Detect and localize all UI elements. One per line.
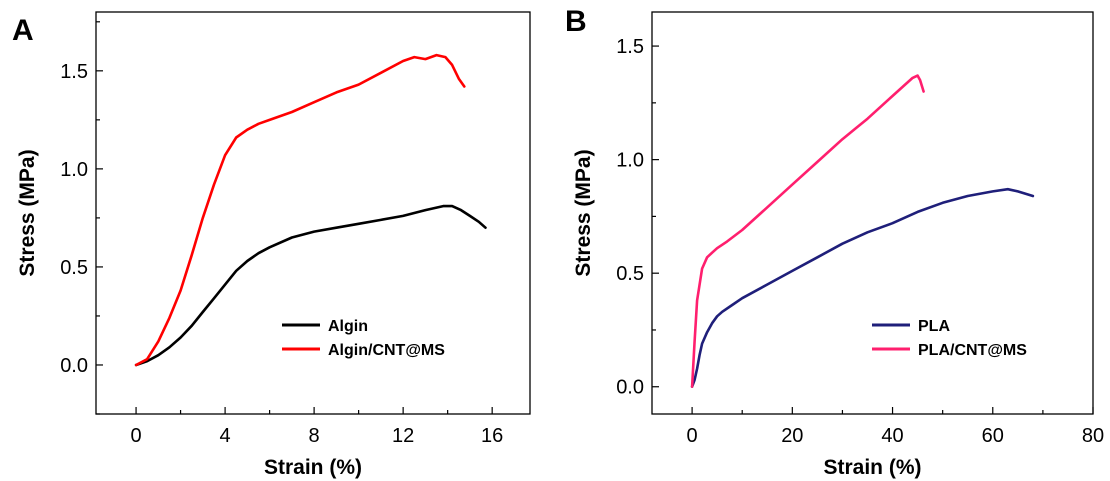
y-tick-label: 1.5 [616,36,644,58]
plot-frame [651,11,1094,415]
series-line-pla [690,187,1035,388]
legend: Algin Algin/CNT@MS [282,318,445,359]
y-axis-title: Stress (MPa) [16,149,39,276]
y-tick-label: 1.5 [60,61,88,83]
y-tick-label: 0.0 [616,377,644,399]
y-tick-label: 0.5 [60,257,88,279]
series-line-algin [134,204,487,367]
legend-label: Algin [328,318,368,335]
x-tick-label: 12 [392,425,414,447]
chart-panel-a: 0 4 8 12 16 0.0 0.5 1.0 1.5 Strain (%) Stress (MPa… [12,11,531,479]
x-tick-label: 40 [881,425,903,447]
x-tick-label: 80 [1082,425,1104,447]
chart-panel-b: 0 20 40 60 80 0.0 0.5 1.0 1.5 Strain (%) Stress (M… [565,5,1104,479]
x-tick-label: 60 [982,425,1004,447]
y-tick-label: 1.0 [60,159,88,181]
y-tick-label: 1.0 [616,150,644,172]
x-axis-title: Strain (%) [823,456,921,479]
x-tick-label: 0 [130,425,141,447]
legend-label: PLA [918,318,950,335]
panel-label: B [565,5,587,38]
series-line-algin-cnt-ms [134,53,466,367]
y-tick-label: 0.0 [60,355,88,377]
x-tick-label: 0 [687,425,698,447]
y-axis-title: Stress (MPa) [572,149,595,276]
panel-label: A [12,14,34,47]
x-tick-label: 4 [220,425,231,447]
legend: PLA PLA/CNT@MS [872,318,1027,359]
x-tick-label: 20 [781,425,803,447]
x-tick-label: 8 [309,425,320,447]
x-tick-label: 16 [481,425,503,447]
legend-label: Algin/CNT@MS [328,342,445,359]
x-axis-title: Strain (%) [264,456,362,479]
plot-frame [95,11,531,415]
series-line-pla-cnt-ms [690,74,925,388]
legend-label: PLA/CNT@MS [918,342,1027,359]
y-tick-label: 0.5 [616,263,644,285]
